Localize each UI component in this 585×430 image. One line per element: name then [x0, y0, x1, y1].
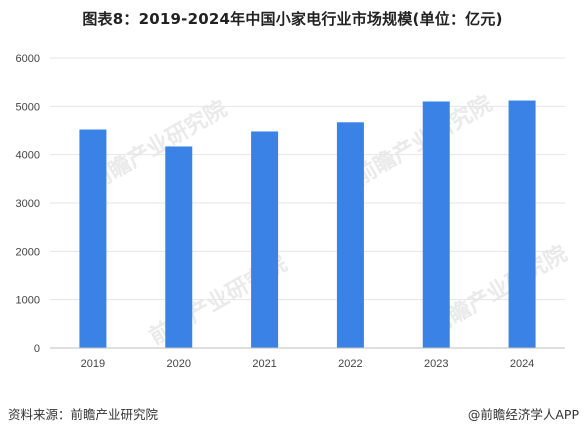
- bar-2020: [165, 146, 193, 348]
- bar-2021: [251, 131, 279, 348]
- bar-2019: [79, 129, 107, 348]
- bar-2023: [422, 101, 450, 348]
- x-tick-label: 2020: [167, 358, 191, 370]
- brand-credit: @前瞻经济学人APP: [467, 407, 579, 422]
- y-tick-label: 5000: [16, 101, 40, 113]
- gridlines: [50, 57, 565, 301]
- y-tick-label: 4000: [16, 150, 40, 162]
- y-tick-label: 6000: [16, 53, 40, 65]
- y-tick-label: 3000: [16, 198, 40, 210]
- x-tick-label: 2023: [424, 358, 448, 370]
- y-axis-tick-labels: 0 1000 2000 3000 4000 5000 6000: [16, 53, 40, 355]
- chart-title: 图表8：2019-2024年中国小家电行业市场规模(单位：亿元): [82, 10, 503, 28]
- bar-2024: [508, 100, 536, 349]
- x-tick-label: 2019: [81, 358, 105, 370]
- x-axis-tick-labels: 2019 2020 2021 2022 2023 2024: [81, 358, 535, 370]
- bar-2022: [336, 122, 364, 349]
- x-tick-label: 2022: [338, 358, 362, 370]
- x-tick-label: 2021: [252, 358, 276, 370]
- y-tick-label: 1000: [16, 295, 40, 307]
- y-tick-label: 2000: [16, 246, 40, 258]
- source-note: 资料来源：前瞻产业研究院: [8, 407, 159, 422]
- watermark-text: 前瞻产业研究院: [85, 96, 231, 196]
- y-tick-label: 0: [34, 343, 40, 355]
- x-tick-label: 2024: [510, 358, 534, 370]
- watermark-layer: 前瞻产业研究院前瞻产业研究院前瞻产业研究院前瞻产业研究院: [85, 91, 571, 351]
- bars: [79, 100, 536, 349]
